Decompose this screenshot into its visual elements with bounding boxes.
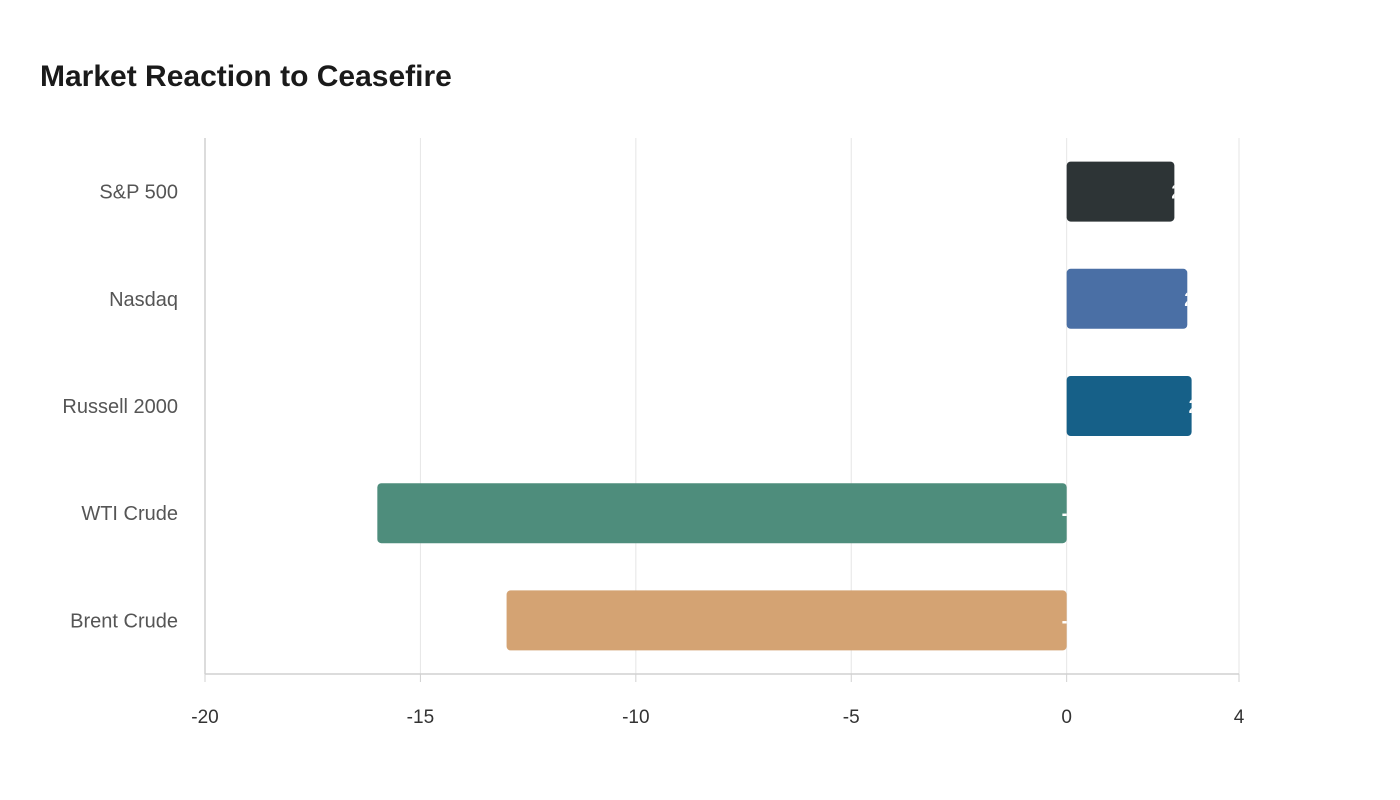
x-tick-label: -15 [407, 707, 434, 728]
data-label: 2.8 [1184, 289, 1212, 311]
chart-title: Market Reaction to Ceasefire [40, 60, 452, 93]
y-category-label: Russell 2000 [62, 396, 178, 418]
y-category-label: Brent Crude [70, 610, 178, 632]
x-tick-label: -20 [191, 707, 218, 728]
x-tick-label: 0 [1061, 707, 1072, 728]
bar-nasdaq [1066, 268, 1188, 329]
bar-s-p-500 [1066, 161, 1175, 222]
data-label: 2.5 [1171, 182, 1199, 204]
bar-russell-2000 [1066, 376, 1192, 436]
y-category-label: Nasdaq [109, 289, 178, 311]
data-label: 2.9 [1189, 396, 1217, 418]
bar-brent-crude [506, 590, 1067, 651]
x-tick-label: -5 [843, 707, 860, 728]
y-category-label: WTI Crude [81, 503, 178, 525]
bar-wti-crude [377, 483, 1067, 544]
data-label: -16 [1062, 503, 1091, 525]
data-label: -13 [1062, 610, 1091, 632]
y-category-label: S&P 500 [99, 182, 178, 204]
x-tick-label: -10 [622, 707, 649, 728]
x-tick-label: 4 [1234, 707, 1245, 728]
